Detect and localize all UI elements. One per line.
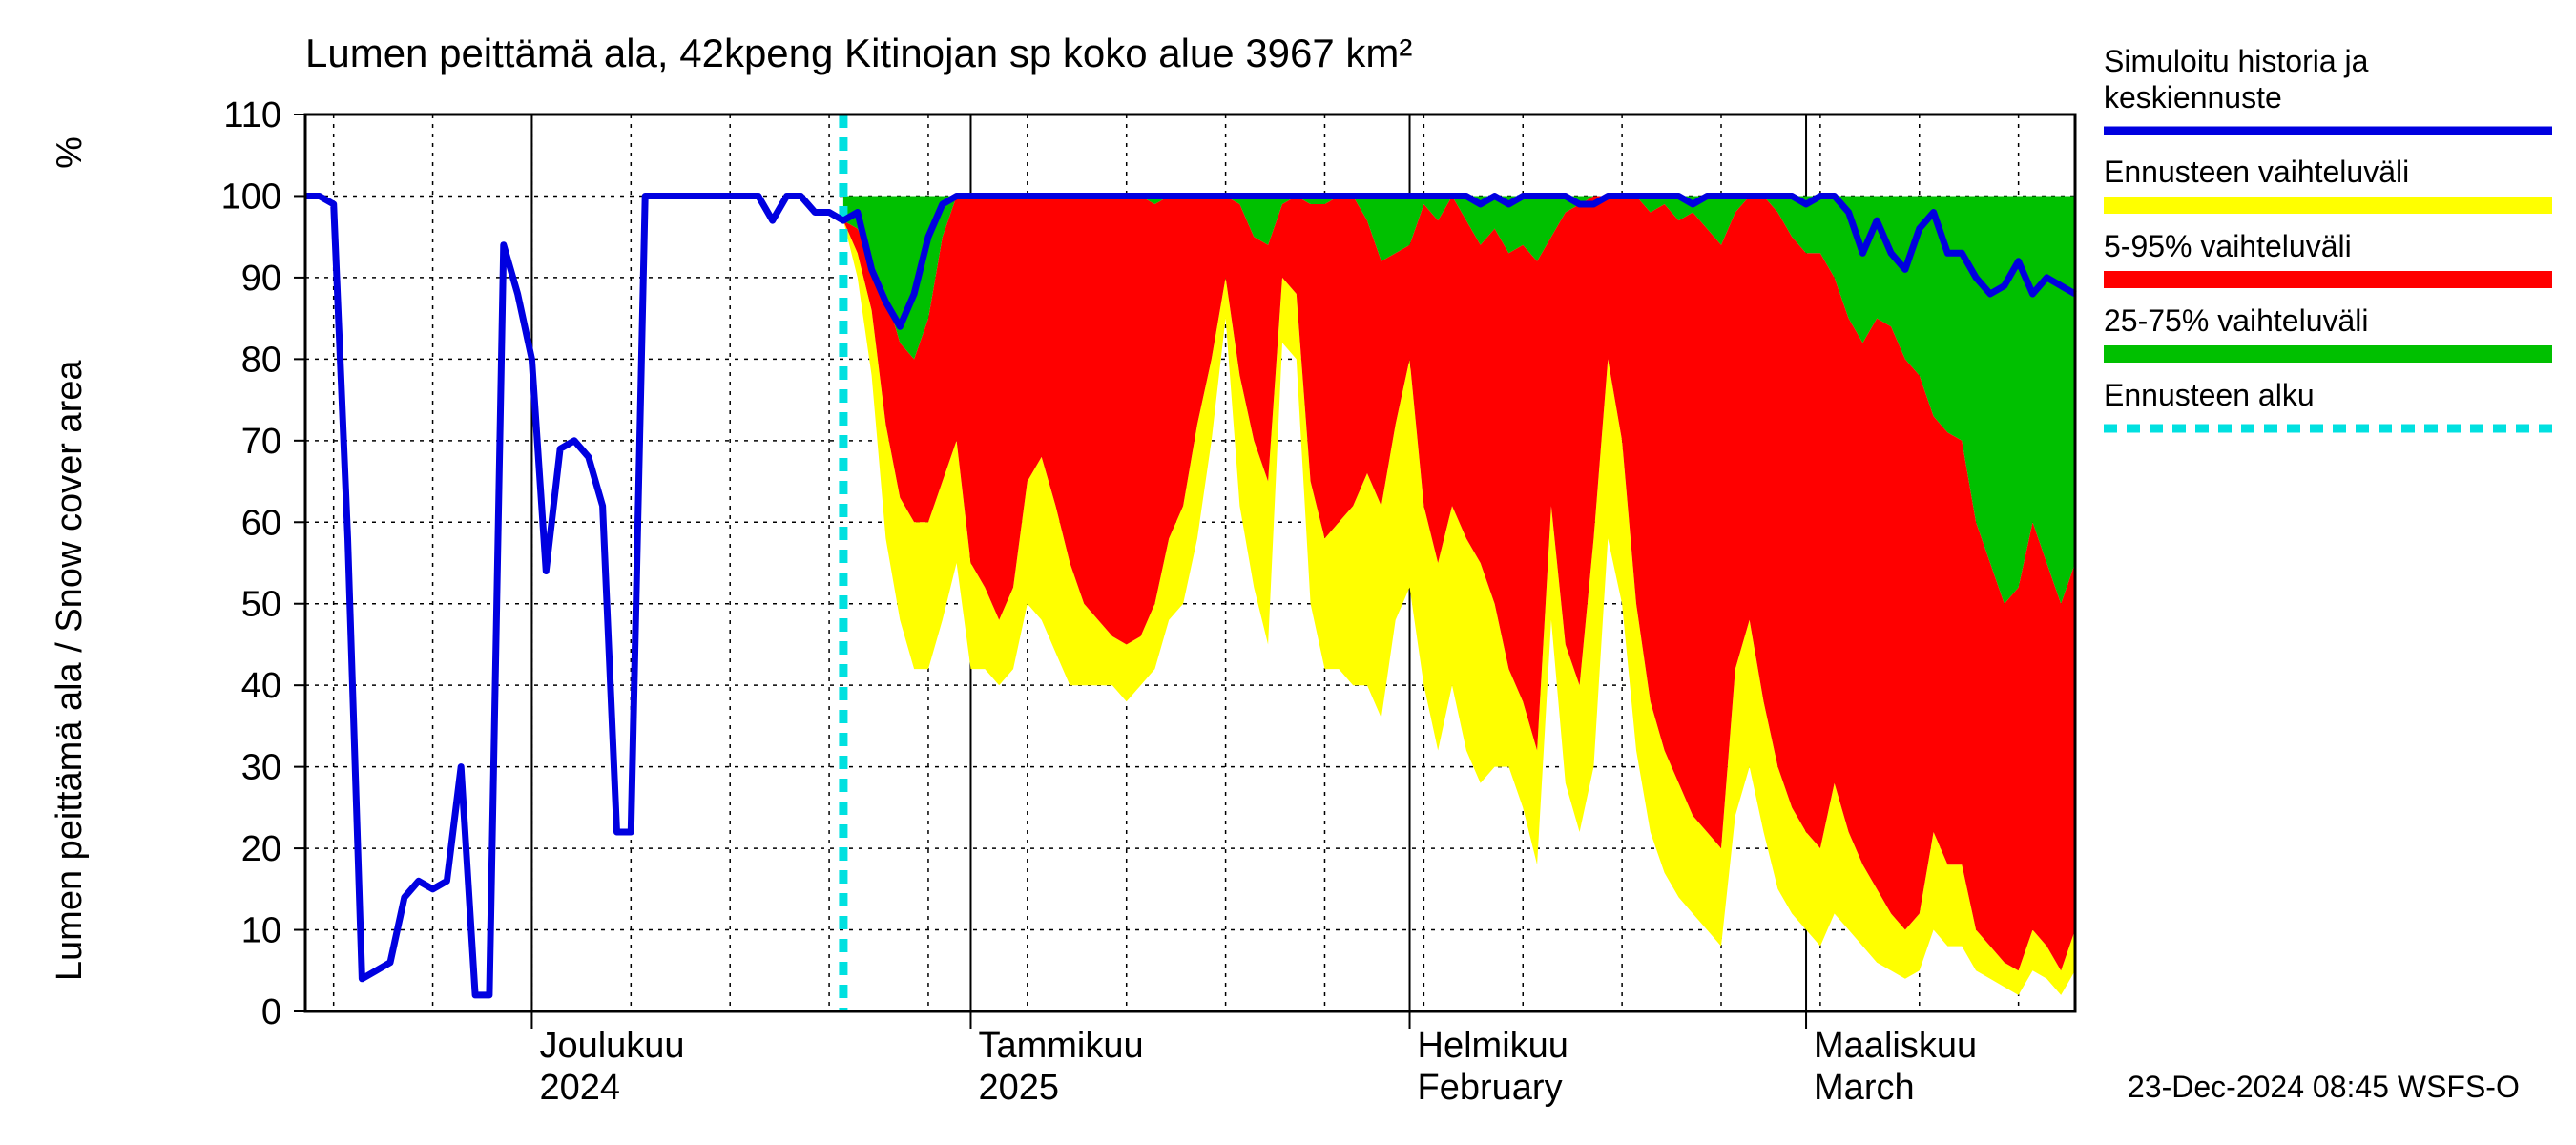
legend-swatch [2104,271,2552,288]
xtick-label: Helmikuu [1418,1026,1568,1066]
y-axis-label: Lumen peittämä ala / Snow cover area [50,360,90,981]
ytick-label: 30 [241,748,281,788]
ytick-label: 70 [241,422,281,462]
legend-swatch [2104,345,2552,363]
legend-label: Ennusteen vaihteluväli [2104,155,2409,189]
xtick-label: March [1814,1068,1915,1108]
ytick-label: 40 [241,666,281,706]
legend-swatch [2104,197,2552,214]
xtick-label: Joulukuu [539,1026,684,1066]
ytick-label: 60 [241,503,281,543]
chart-title: Lumen peittämä ala, 42kpeng Kitinojan sp… [305,31,1412,75]
legend-label: keskiennuste [2104,80,2282,114]
ytick-label: 110 [223,95,281,135]
footer-timestamp: 23-Dec-2024 08:45 WSFS-O [2128,1070,2520,1104]
xtick-label: Tammikuu [978,1026,1143,1066]
legend-label: Simuloitu historia ja [2104,44,2369,78]
ytick-label: 80 [241,340,281,380]
xtick-label: 2024 [539,1068,620,1108]
ytick-label: 50 [241,585,281,625]
chart-svg: Lumen peittämä ala, 42kpeng Kitinojan sp… [0,0,2576,1145]
ytick-label: 90 [241,259,281,299]
legend-label: 5-95% vaihteluväli [2104,229,2352,263]
ytick-label: 20 [241,829,281,869]
y-axis-unit: % [50,136,90,169]
ytick-label: 100 [221,177,281,217]
xtick-label: February [1418,1068,1563,1108]
xtick-label: 2025 [978,1068,1059,1108]
legend-label: 25-75% vaihteluväli [2104,303,2369,338]
ytick-label: 10 [241,911,281,951]
legend-label: Ennusteen alku [2104,378,2315,412]
xtick-label: Maaliskuu [1814,1026,1977,1066]
chart-container: Lumen peittämä ala, 42kpeng Kitinojan sp… [0,0,2576,1145]
ytick-label: 0 [261,992,281,1032]
